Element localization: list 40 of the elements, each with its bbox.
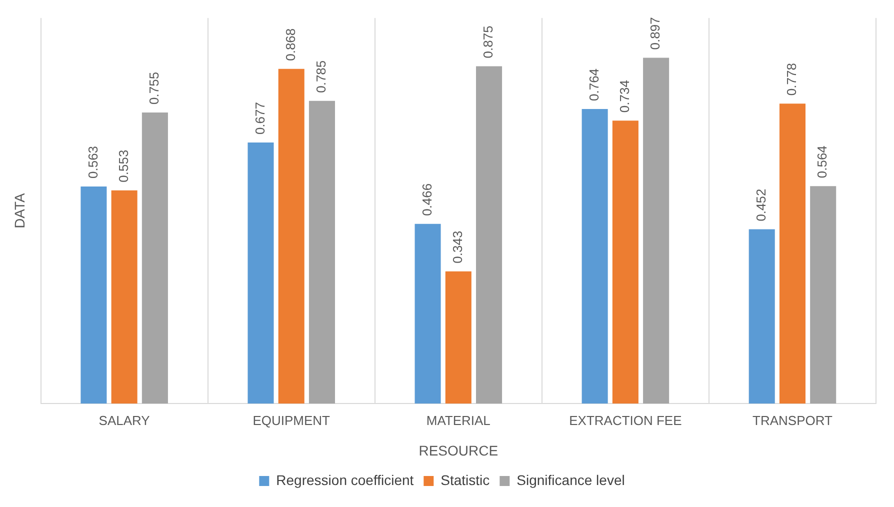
x-tick-label: EQUIPMENT	[252, 412, 330, 428]
data-label: 0.734	[617, 80, 632, 113]
bar	[278, 68, 304, 404]
bar	[445, 271, 472, 404]
bar	[80, 186, 107, 404]
data-label: 0.466	[419, 183, 434, 216]
x-tick-label: EXTRACTION FEE	[569, 412, 682, 428]
data-label: 0.785	[314, 60, 329, 93]
bar	[810, 186, 836, 404]
bar	[582, 109, 608, 404]
data-label: 0.778	[784, 63, 800, 96]
x-tick-label: TRANSPORT	[752, 412, 833, 428]
data-label: 0.868	[282, 28, 298, 61]
bar	[111, 190, 138, 404]
data-label: 0.563	[85, 146, 100, 179]
data-label: 0.343	[450, 230, 465, 264]
data-label: 0.897	[648, 17, 663, 50]
data-label: 0.553	[116, 150, 131, 182]
bar	[612, 120, 638, 404]
x-tick-label: SALARY	[98, 412, 150, 428]
y-axis-title: DATA	[11, 192, 28, 228]
data-label: 0.875	[480, 26, 496, 58]
bar	[308, 100, 335, 404]
bar	[779, 104, 806, 404]
legend-label: Statistic	[440, 472, 490, 488]
data-label: 0.452	[753, 188, 768, 222]
bar	[142, 112, 168, 404]
data-label: 0.564	[814, 146, 830, 178]
bar	[748, 229, 775, 404]
bar	[414, 224, 441, 404]
legend-label: Regression coefficient	[276, 472, 414, 488]
data-label: 0.677	[252, 102, 268, 135]
legend-label: Significance level	[516, 472, 625, 488]
bar	[476, 66, 502, 404]
bar	[248, 142, 274, 404]
data-label: 0.764	[586, 68, 602, 101]
x-axis-title: RESOURCE	[418, 442, 498, 458]
x-tick-label: MATERIAL	[426, 412, 490, 428]
data-label: 0.755	[146, 72, 162, 104]
bar	[643, 58, 670, 404]
